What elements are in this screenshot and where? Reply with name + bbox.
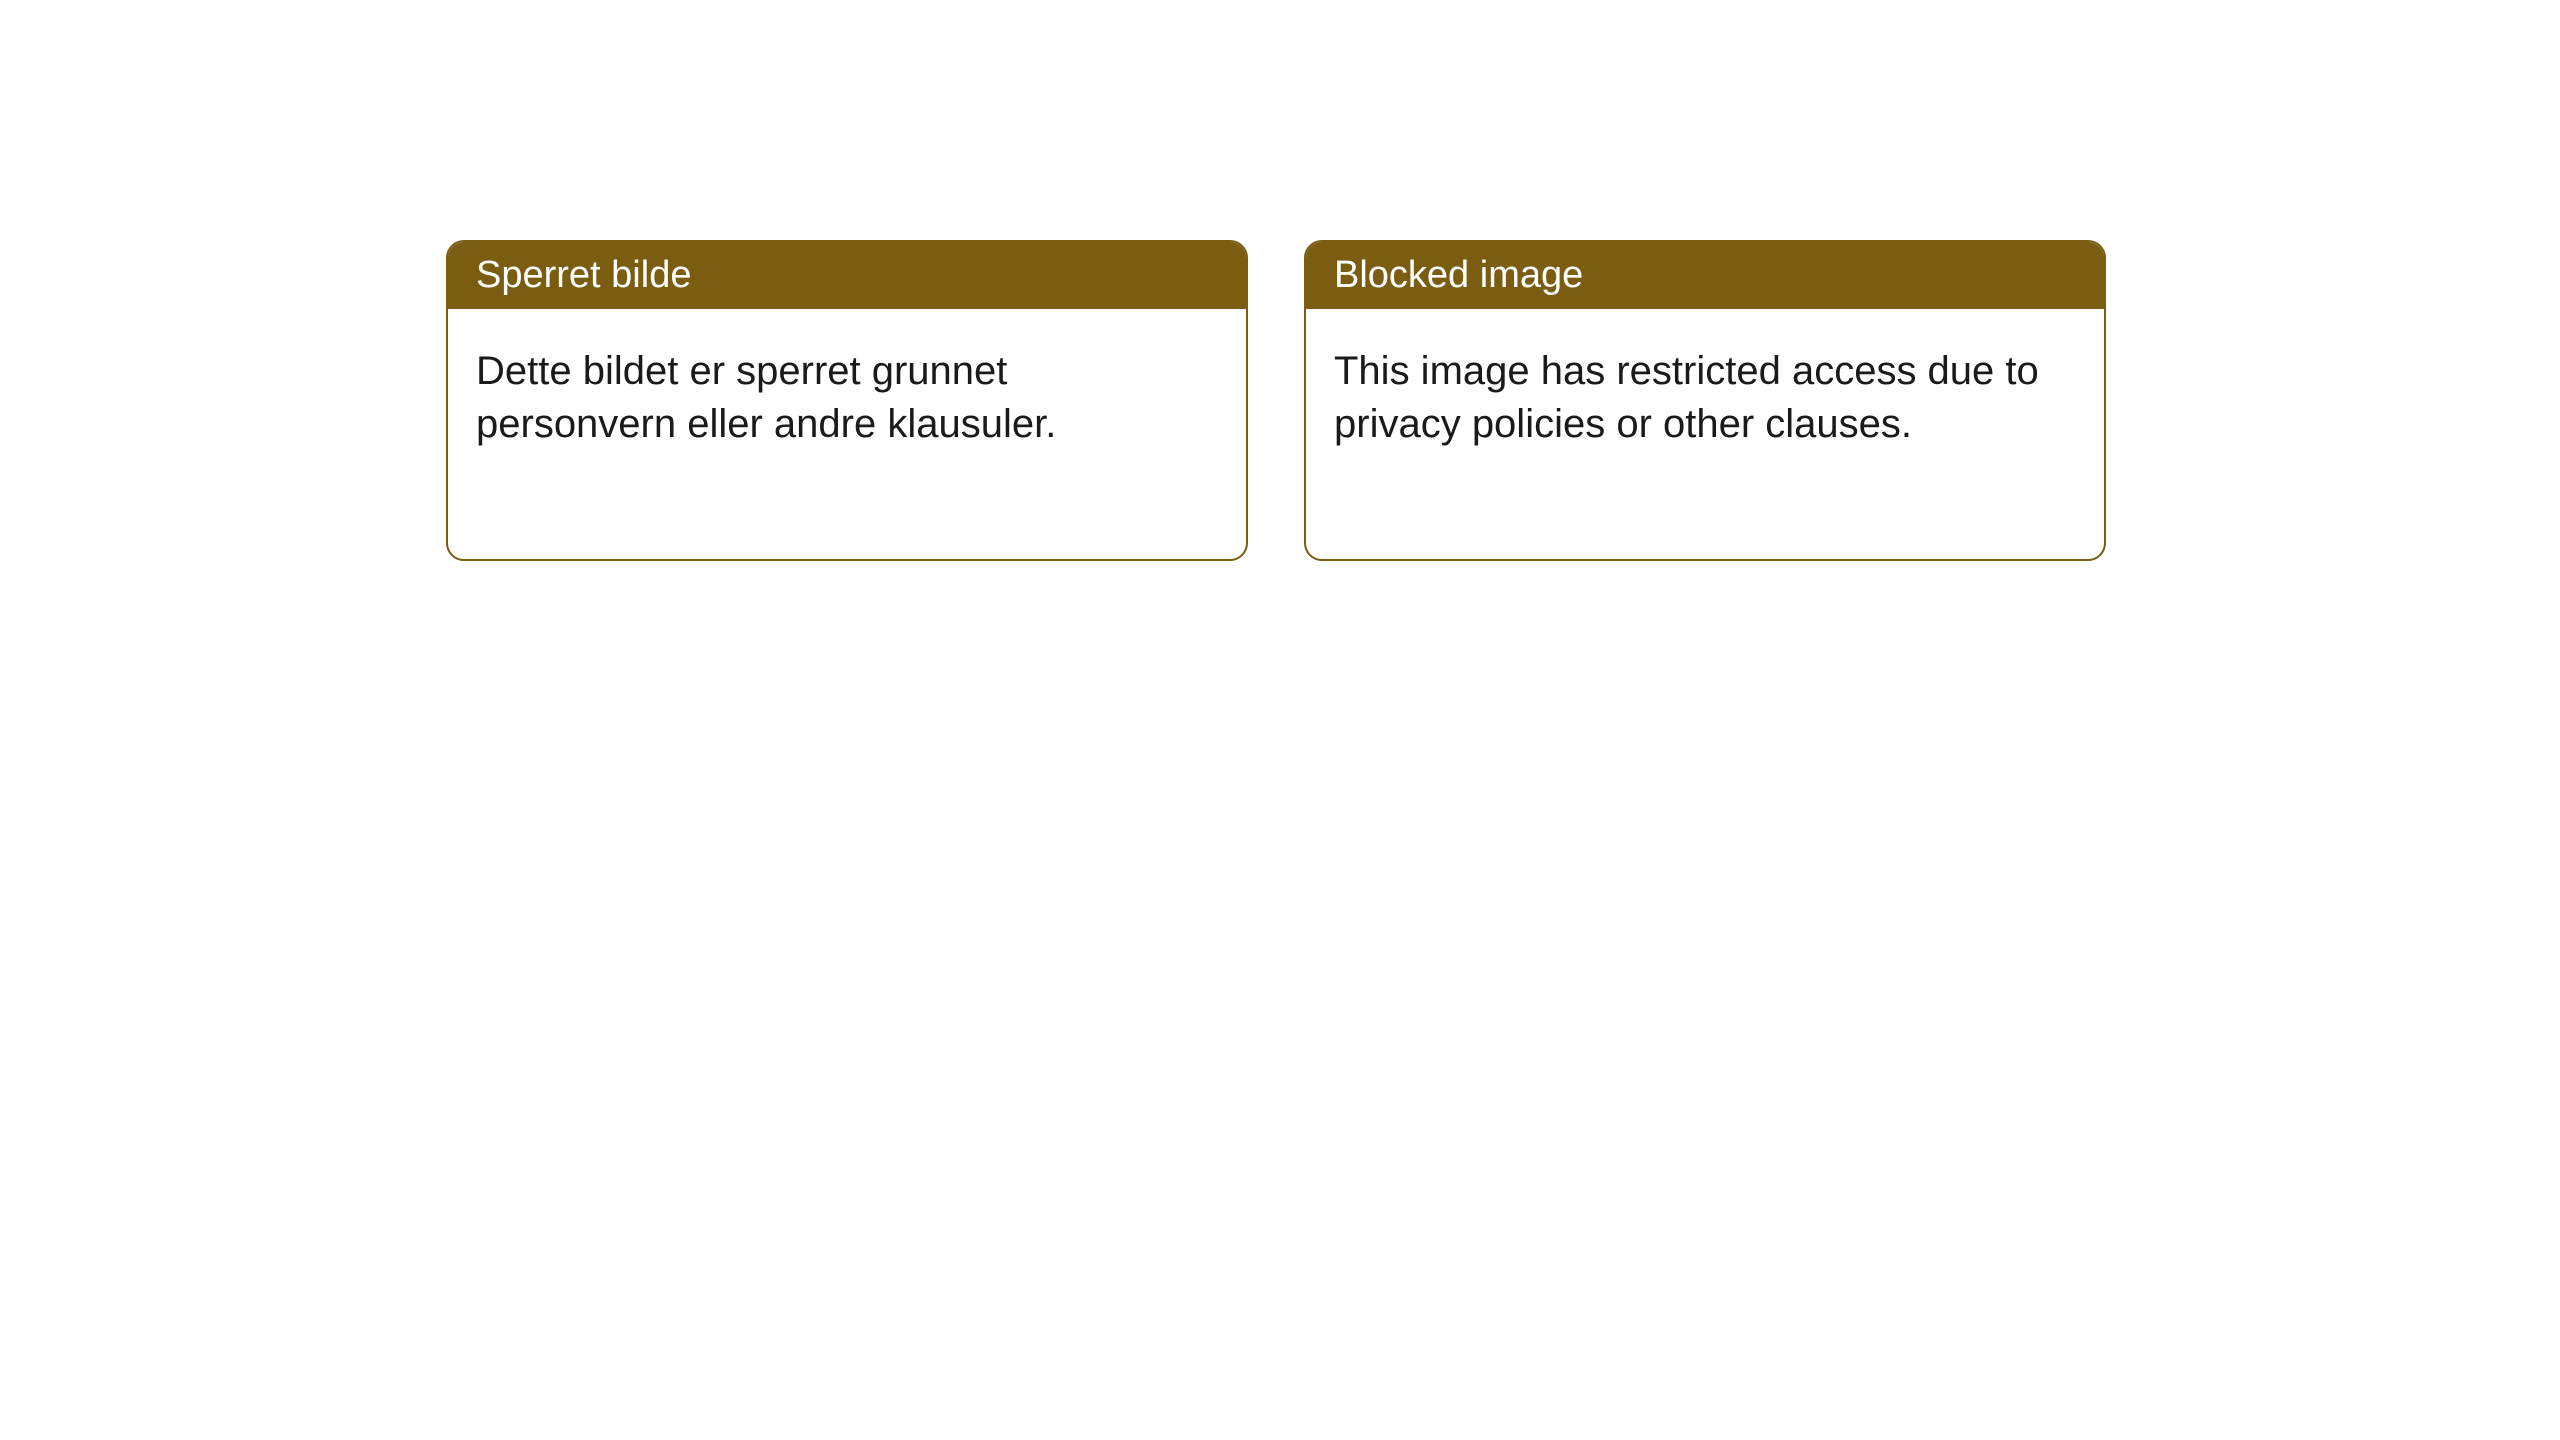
notice-title: Blocked image	[1334, 254, 1583, 296]
notice-container: Sperret bilde Dette bildet er sperret gr…	[446, 240, 2106, 561]
notice-body: Dette bildet er sperret grunnet personve…	[448, 309, 1246, 559]
notice-body-text: Dette bildet er sperret grunnet personve…	[476, 349, 1056, 446]
notice-header: Blocked image	[1306, 242, 2104, 309]
notice-header: Sperret bilde	[448, 242, 1246, 309]
notice-card-norwegian: Sperret bilde Dette bildet er sperret gr…	[446, 240, 1248, 561]
notice-body-text: This image has restricted access due to …	[1334, 349, 2039, 446]
notice-title: Sperret bilde	[476, 254, 691, 296]
notice-body: This image has restricted access due to …	[1306, 309, 2104, 559]
notice-card-english: Blocked image This image has restricted …	[1304, 240, 2106, 561]
